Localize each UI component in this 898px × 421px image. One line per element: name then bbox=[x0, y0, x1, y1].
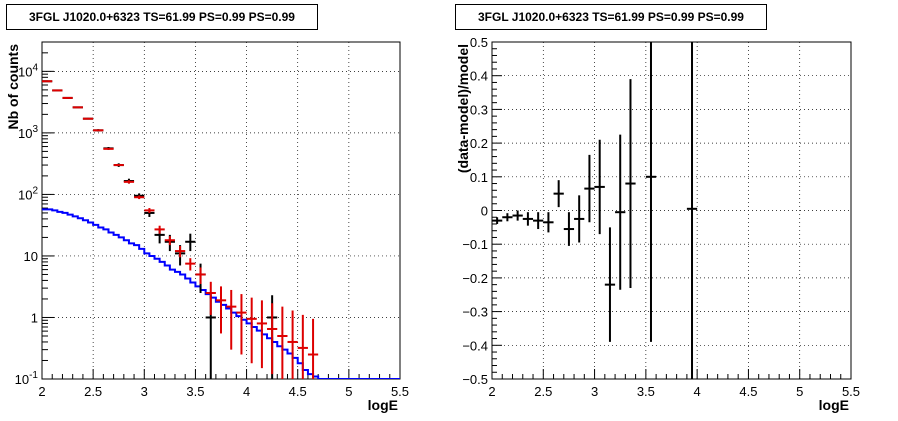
p1-x-tick-label: 4.5 bbox=[739, 384, 757, 399]
p1-y-tick-label: −0.1 bbox=[462, 237, 488, 252]
p0-y-tick-label: 102 bbox=[18, 185, 38, 202]
right-plot-title: 3FGL J1020.0+6323 TS=61.99 PS=0.99 PS=0.… bbox=[455, 4, 767, 30]
p1-y-tick-label: −0.3 bbox=[462, 305, 488, 320]
p1-x-axis-label: logE bbox=[819, 397, 849, 413]
p0-model-step-line bbox=[42, 208, 400, 379]
p0-y-tick-label: 103 bbox=[18, 124, 38, 141]
p1-x-tick-label: 2 bbox=[488, 384, 495, 399]
p0-x-tick-label: 3 bbox=[141, 384, 148, 399]
p0-data bbox=[42, 80, 400, 379]
p1-y-axis-label: (data-model)/model bbox=[455, 44, 471, 173]
p1-x-tick-label: 2.5 bbox=[534, 384, 552, 399]
p0-x-tick-label: 5 bbox=[345, 384, 352, 399]
p1-x-tick-label: 4 bbox=[694, 384, 701, 399]
p1-y-tick-label: 0.2 bbox=[470, 136, 488, 151]
left-plot-title: 3FGL J1020.0+6323 TS=61.99 PS=0.99 PS=0.… bbox=[6, 4, 318, 30]
p1-x-tick-label: 3 bbox=[591, 384, 598, 399]
p0-x-tick-label: 2.5 bbox=[84, 384, 102, 399]
p0-x-tick-label: 4.5 bbox=[289, 384, 307, 399]
p1-y-tick-label: 0.5 bbox=[470, 35, 488, 50]
p1-y-tick-label: −0.5 bbox=[462, 372, 488, 387]
p0-y-tick-label: 10-1 bbox=[15, 370, 39, 387]
p1-y-tick-label: 0 bbox=[481, 204, 488, 219]
p0-x-tick-label: 2 bbox=[38, 384, 45, 399]
p1-y-tick-label: 0.3 bbox=[470, 102, 488, 117]
p1-frame bbox=[491, 41, 852, 380]
p1-y-tick-label: −0.2 bbox=[462, 271, 488, 286]
p1-x-tick-label: 3.5 bbox=[637, 384, 655, 399]
p1-y-tick-label: 0.1 bbox=[470, 170, 488, 185]
p0-y-tick-label: 1 bbox=[31, 310, 38, 325]
p0-frame bbox=[41, 41, 401, 380]
p0-y-tick-label: 104 bbox=[18, 62, 38, 79]
p1-y-tick-label: −0.4 bbox=[462, 338, 488, 353]
p1-plot: 2 2.5 3 3.5 4 4.5 5 5.5 −0.5 −0.4 −0.3 −0.2 −0.1 0 0.1… bbox=[455, 35, 860, 413]
p1-x-tick-label: 5.5 bbox=[842, 384, 860, 399]
p1-y-tick-label: 0.4 bbox=[470, 69, 488, 84]
p1-data bbox=[492, 42, 698, 379]
p0-y-axis-label: Nb of counts bbox=[5, 44, 21, 130]
p1-x-tick-label: 5 bbox=[796, 384, 803, 399]
p0-y-tick-label: 10 bbox=[24, 249, 38, 264]
p0-x-tick-label: 3.5 bbox=[186, 384, 204, 399]
p0-x-tick-label: 4 bbox=[243, 384, 250, 399]
p0-x-axis-label: logE bbox=[368, 397, 398, 413]
p0-x-tick-label: 5.5 bbox=[391, 384, 409, 399]
